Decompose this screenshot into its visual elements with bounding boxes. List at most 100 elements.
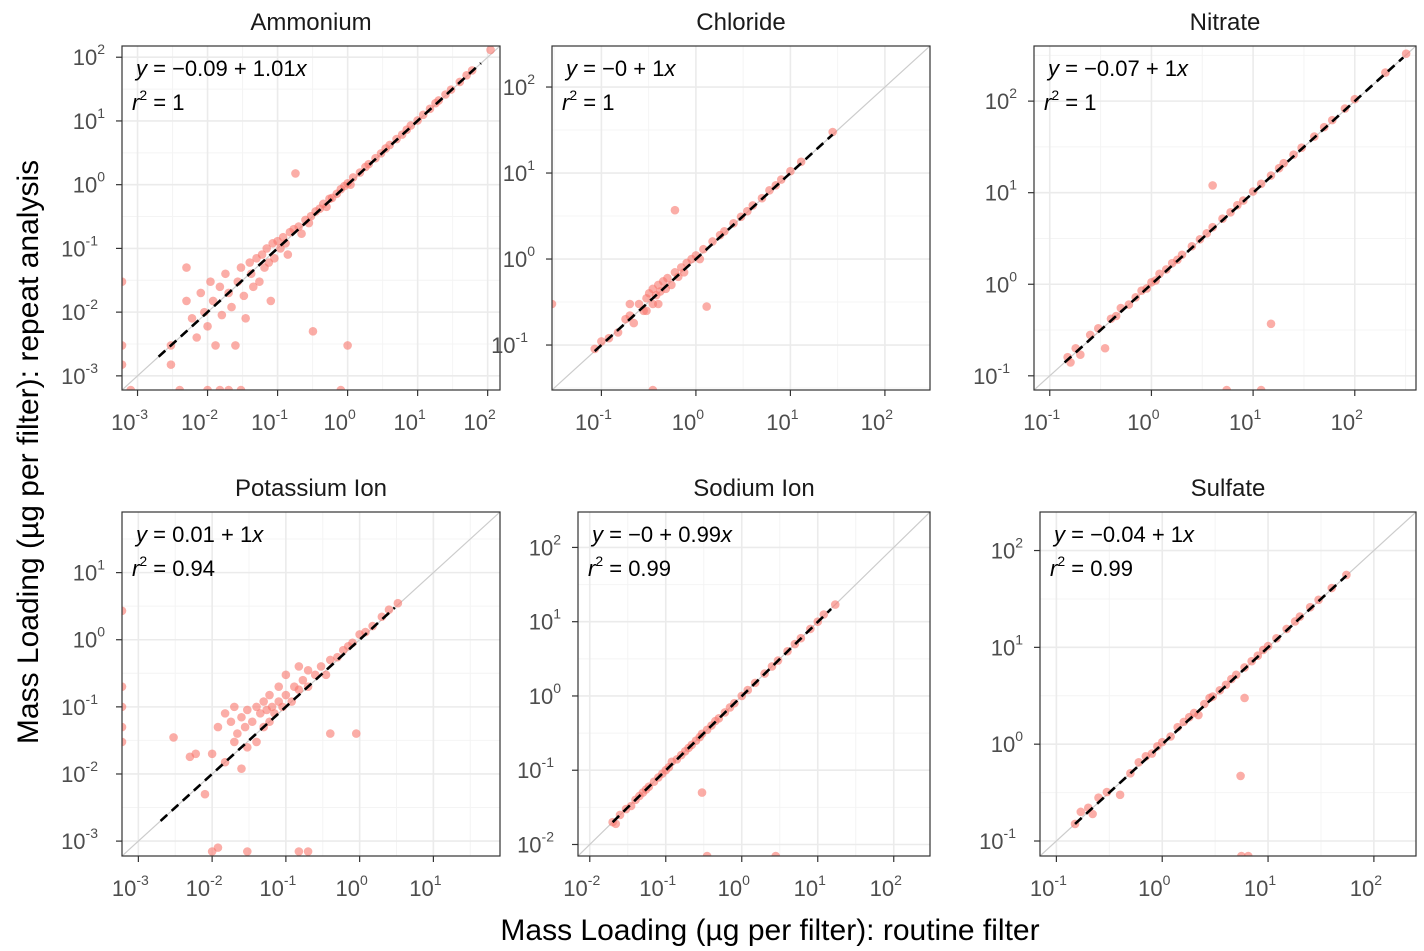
data-point xyxy=(200,789,210,799)
data-point xyxy=(267,702,277,712)
regression-equation: y = −0 + 0.99x xyxy=(590,522,733,547)
data-point xyxy=(252,737,261,747)
data-point xyxy=(255,709,265,718)
data-point xyxy=(122,277,127,287)
data-point xyxy=(240,722,250,732)
data-point xyxy=(230,737,239,747)
x-tick-label: 102 xyxy=(464,406,496,435)
data-point xyxy=(257,250,267,259)
data-point xyxy=(255,277,264,287)
fit-line xyxy=(593,133,834,353)
x-tick-label: 10-2 xyxy=(181,406,218,435)
plot-area xyxy=(1034,46,1416,390)
x-tick-label: 10-3 xyxy=(111,406,148,435)
data-point xyxy=(1236,771,1245,781)
data-point xyxy=(191,749,201,759)
y-tick-label: 101 xyxy=(73,105,105,134)
data-point xyxy=(590,344,600,354)
fit-line xyxy=(1063,56,1405,364)
data-point xyxy=(122,682,127,691)
data-point xyxy=(351,729,361,738)
data-point xyxy=(361,627,370,637)
data-point xyxy=(1076,350,1085,360)
data-point xyxy=(316,662,326,671)
data-point xyxy=(192,333,202,342)
x-tick-label: 101 xyxy=(1244,872,1276,901)
data-point xyxy=(552,299,557,309)
x-tick-label: 10-1 xyxy=(251,406,288,435)
data-point xyxy=(670,205,680,215)
data-point xyxy=(613,328,623,337)
data-point xyxy=(236,385,246,390)
data-point xyxy=(597,337,606,346)
fit-line xyxy=(611,608,833,824)
panel-border xyxy=(551,45,931,391)
y-axis-title: Mass Loading (µg per filter): repeat ana… xyxy=(12,160,45,744)
y-tick-label: 102 xyxy=(529,531,561,560)
data-point xyxy=(213,722,223,732)
y-tick-label: 100 xyxy=(73,169,105,198)
data-point xyxy=(654,299,663,309)
y-tick-label: 101 xyxy=(503,157,535,186)
panel-border xyxy=(1033,45,1417,391)
data-point xyxy=(702,851,712,856)
data-point xyxy=(321,670,331,680)
data-point xyxy=(708,237,717,246)
x-tick-label: 100 xyxy=(1127,406,1159,435)
panel-chloride: 10-1 100 101 102 10-1 100 101 102 Chloride y = −0… xyxy=(491,9,931,435)
x-tick-label: 10-1 xyxy=(1030,872,1067,901)
y-tick-label: 10-1 xyxy=(517,754,554,783)
y-tick-label: 10-3 xyxy=(61,825,98,854)
fit-line xyxy=(157,62,482,358)
plot-area xyxy=(122,512,500,856)
data-point xyxy=(237,712,246,722)
data-point xyxy=(207,749,217,759)
y-tick-label: 100 xyxy=(503,243,535,272)
data-point xyxy=(626,801,636,811)
r-squared: r2 = 1 xyxy=(562,87,614,115)
data-point xyxy=(384,605,394,615)
panel-border xyxy=(1039,511,1417,857)
data-point xyxy=(294,685,304,695)
panel-title: Sodium Ion xyxy=(693,475,814,502)
data-point xyxy=(393,598,403,608)
y-tick-label: 101 xyxy=(529,606,561,635)
data-point xyxy=(303,847,313,856)
x-tick-label: 100 xyxy=(1138,872,1170,901)
data-point xyxy=(1134,757,1144,767)
panel-title: Ammonium xyxy=(250,9,371,36)
data-point xyxy=(294,847,304,856)
data-point xyxy=(220,709,230,718)
fit-line xyxy=(159,606,396,822)
data-point xyxy=(175,385,184,390)
data-point xyxy=(629,318,639,328)
data-point xyxy=(294,662,304,671)
panel-border xyxy=(577,511,931,857)
data-point xyxy=(1155,269,1164,279)
data-point xyxy=(667,280,676,290)
data-point xyxy=(265,690,274,700)
data-point xyxy=(281,690,291,700)
data-point xyxy=(1243,851,1253,856)
regression-equation: y = −0.04 + 1x xyxy=(1052,522,1195,547)
data-point xyxy=(226,717,236,727)
data-point xyxy=(270,253,279,263)
panel-title: Chloride xyxy=(696,9,785,36)
y-tick-label: 10-1 xyxy=(491,329,528,358)
data-point xyxy=(699,244,708,254)
data-point xyxy=(486,46,495,55)
y-tick-label: 101 xyxy=(985,177,1017,206)
data-point xyxy=(679,268,689,277)
y-tick-label: 102 xyxy=(73,41,105,70)
data-point xyxy=(237,764,246,773)
y-tick-label: 10-3 xyxy=(61,360,98,389)
y-tick-label: 10-1 xyxy=(61,691,98,720)
data-point xyxy=(243,847,252,856)
data-point xyxy=(1350,94,1360,104)
data-point xyxy=(765,185,774,195)
y-tick-label: 101 xyxy=(73,557,105,586)
y-tick-label: 10-2 xyxy=(61,758,98,787)
y-tick-label: 100 xyxy=(529,680,561,709)
data-point xyxy=(274,682,284,691)
